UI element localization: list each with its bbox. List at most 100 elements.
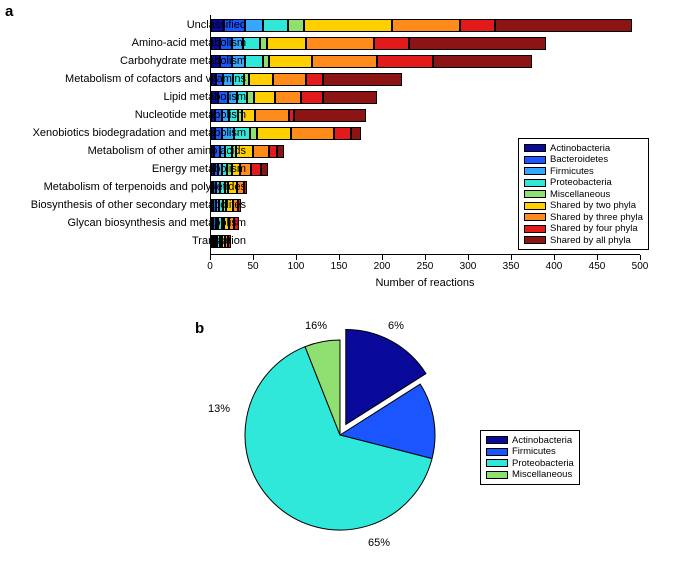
bar-segment: [245, 19, 262, 32]
xaxis-tick-label: 200: [374, 261, 391, 272]
pie-chart-legend: ActinobacteriaFirmicutesProteobacteriaMi…: [480, 430, 580, 485]
pie-percent-label: 16%: [305, 320, 327, 332]
bar-segment: [351, 127, 361, 140]
legend-swatch: [524, 236, 546, 244]
xaxis-tick-label: 350: [503, 261, 520, 272]
legend-swatch: [524, 225, 546, 233]
bar-segment: [377, 55, 433, 68]
legend-swatch: [486, 436, 508, 444]
bar-category-label: Carbohydrate metabolism: [0, 55, 246, 68]
legend-row: Actinobacteria: [524, 143, 643, 154]
legend-label: Proteobacteria: [512, 458, 574, 469]
legend-label: Miscellaneous: [512, 469, 572, 480]
bar-segment: [257, 127, 291, 140]
bar-segment: [460, 19, 494, 32]
bar-category-label: Unclassified: [0, 19, 246, 32]
bar-segment: [251, 163, 261, 176]
legend-row: Firmicutes: [524, 166, 643, 177]
legend-swatch: [486, 471, 508, 479]
legend-label: Miscellaneous: [550, 189, 610, 200]
legend-row: Miscellaneous: [486, 469, 574, 480]
legend-swatch: [524, 202, 546, 210]
legend-row: Shared by four phyla: [524, 223, 643, 234]
bar-segment: [291, 127, 334, 140]
legend-row: Proteobacteria: [486, 458, 574, 469]
panel-b: b 16% 13% 65% 6% ActinobacteriaFirmicutesPr…: [180, 320, 680, 570]
bar-segment: [294, 109, 365, 122]
bar-row: [211, 55, 532, 68]
xaxis-tick: [253, 255, 254, 260]
legend-row: Shared by three phyla: [524, 212, 643, 223]
bar-category-label: Metabolism of other amino acids: [0, 145, 246, 158]
bar-chart-legend: ActinobacteriaBacteroidetesFirmicutesPro…: [518, 138, 649, 250]
bar-category-label: Energy metabolism: [0, 163, 246, 176]
bar-segment: [253, 145, 268, 158]
xaxis-tick: [425, 255, 426, 260]
xaxis-tick: [296, 255, 297, 260]
legend-swatch: [524, 213, 546, 221]
legend-row: Shared by two phyla: [524, 200, 643, 211]
legend-swatch: [524, 179, 546, 187]
legend-label: Bacteroidetes: [550, 154, 608, 165]
xaxis-tick: [382, 255, 383, 260]
xaxis-tick: [640, 255, 641, 260]
bar-segment: [254, 91, 276, 104]
bar-segment: [245, 55, 262, 68]
bar-category-label: Amino-acid metabolism: [0, 37, 246, 50]
bar-category-label: Lipid metabolism: [0, 91, 246, 104]
bar-segment: [288, 19, 303, 32]
bar-segment: [275, 91, 301, 104]
legend-label: Shared by four phyla: [550, 223, 638, 234]
bar-segment: [323, 91, 377, 104]
panel-b-label: b: [195, 320, 204, 337]
bar-segment: [269, 145, 278, 158]
bar-segment: [433, 55, 532, 68]
xaxis-tick: [210, 255, 211, 260]
bar-category-label: Nucleotide metabolism: [0, 109, 246, 122]
pie-percent-label: 13%: [208, 403, 230, 415]
bar-segment: [269, 55, 312, 68]
panel-a: a Number of reactions ActinobacteriaBact…: [10, 5, 680, 310]
bar-segment: [392, 19, 461, 32]
bar-category-label: Biosynthesis of other secondary metaboli…: [0, 199, 246, 212]
xaxis-tick-label: 100: [288, 261, 305, 272]
pie-svg: [210, 325, 470, 555]
bar-segment: [249, 73, 273, 86]
bar-segment: [304, 19, 392, 32]
bar-segment: [323, 73, 402, 86]
bar-segment: [263, 55, 270, 68]
xaxis-tick-label: 50: [247, 261, 258, 272]
legend-label: Shared by all phyla: [550, 235, 631, 246]
legend-row: Proteobacteria: [524, 177, 643, 188]
legend-label: Firmicutes: [512, 446, 556, 457]
bar-segment: [374, 37, 408, 50]
legend-swatch: [524, 167, 546, 175]
legend-row: Actinobacteria: [486, 435, 574, 446]
panel-a-label: a: [5, 3, 13, 20]
bar-segment: [277, 145, 284, 158]
xaxis-tick: [597, 255, 598, 260]
legend-label: Actinobacteria: [550, 143, 610, 154]
bar-segment: [409, 37, 547, 50]
xaxis-tick-label: 400: [546, 261, 563, 272]
pie-percent-label: 65%: [368, 537, 390, 549]
bar-segment: [306, 73, 323, 86]
xaxis-tick-label: 0: [207, 261, 213, 272]
bar-segment: [273, 73, 306, 86]
xaxis-tick-label: 150: [331, 261, 348, 272]
xaxis-tick: [554, 255, 555, 260]
legend-swatch: [524, 144, 546, 152]
bar-segment: [247, 91, 254, 104]
bar-segment: [495, 19, 633, 32]
xaxis-tick-label: 500: [632, 261, 649, 272]
legend-swatch: [524, 156, 546, 164]
bar-segment: [312, 55, 377, 68]
bar-segment: [306, 37, 375, 50]
legend-label: Actinobacteria: [512, 435, 572, 446]
legend-swatch: [486, 459, 508, 467]
bar-segment: [261, 163, 268, 176]
xaxis-tick-label: 250: [417, 261, 434, 272]
pie-percent-label: 6%: [388, 320, 404, 332]
legend-label: Shared by two phyla: [550, 200, 636, 211]
xaxis-tick: [339, 255, 340, 260]
